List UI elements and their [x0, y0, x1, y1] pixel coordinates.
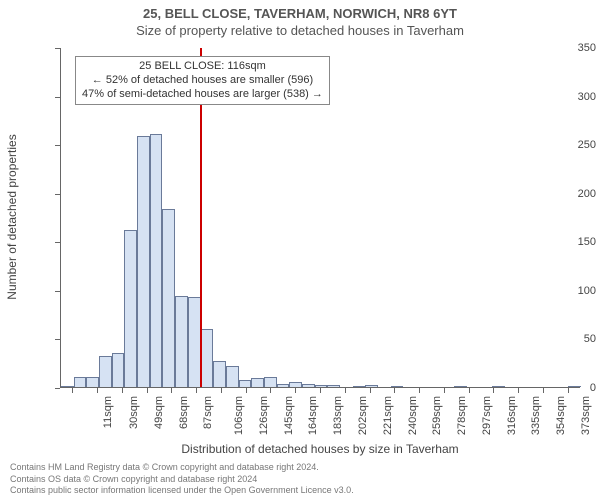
- annotation-line: ← 52% of detached houses are smaller (59…: [82, 74, 323, 88]
- x-tick-label: 49sqm: [153, 396, 165, 429]
- histogram-bar: [213, 361, 226, 387]
- histogram-bar: [137, 136, 150, 387]
- x-tick-mark: [370, 388, 371, 393]
- x-tick-mark: [196, 388, 197, 393]
- histogram-bar: [201, 329, 214, 387]
- x-axis-label: Distribution of detached houses by size …: [60, 442, 580, 456]
- x-tick-label: 335sqm: [530, 396, 542, 435]
- footer-line: Contains HM Land Registry data © Crown c…: [10, 462, 354, 473]
- y-tick-label: 100: [540, 285, 596, 297]
- histogram-bar: [391, 386, 404, 387]
- x-tick-mark: [419, 388, 420, 393]
- histogram-bar: [327, 385, 340, 387]
- y-tick-label: 250: [540, 139, 596, 151]
- x-tick-mark: [147, 388, 148, 393]
- histogram-bar: [492, 386, 505, 387]
- x-tick-mark: [270, 388, 271, 393]
- histogram-bar: [61, 386, 74, 387]
- y-axis-label: Number of detached properties: [5, 127, 19, 307]
- x-tick-label: 316sqm: [506, 396, 518, 435]
- chart-container: 25, BELL CLOSE, TAVERHAM, NORWICH, NR8 6…: [0, 0, 600, 500]
- histogram-bar: [251, 378, 264, 387]
- y-tick-label: 300: [540, 91, 596, 103]
- x-tick-mark: [493, 388, 494, 393]
- histogram-bar: [150, 134, 163, 387]
- x-tick-label: 126sqm: [258, 396, 270, 435]
- histogram-bar: [99, 356, 112, 387]
- y-tick-label: 200: [540, 188, 596, 200]
- histogram-bar: [277, 384, 290, 387]
- histogram-bar: [86, 377, 99, 387]
- x-tick-label: 278sqm: [456, 396, 468, 435]
- y-tick-mark: [55, 242, 60, 243]
- histogram-bar: [74, 377, 87, 387]
- x-tick-label: 354sqm: [555, 396, 567, 435]
- x-tick-mark: [345, 388, 346, 393]
- x-tick-label: 373sqm: [580, 396, 592, 435]
- histogram-bar: [315, 385, 328, 387]
- histogram-bar: [454, 386, 467, 387]
- y-tick-label: 150: [540, 236, 596, 248]
- footer-line: Contains public sector information licen…: [10, 485, 354, 496]
- x-tick-mark: [295, 388, 296, 393]
- x-tick-mark: [171, 388, 172, 393]
- x-tick-label: 145sqm: [283, 396, 295, 435]
- x-tick-label: 297sqm: [481, 396, 493, 435]
- x-tick-label: 164sqm: [308, 396, 320, 435]
- histogram-bar: [124, 230, 137, 387]
- x-tick-label: 11sqm: [103, 396, 115, 428]
- y-tick-mark: [55, 48, 60, 49]
- chart-title-line1: 25, BELL CLOSE, TAVERHAM, NORWICH, NR8 6…: [0, 0, 600, 21]
- y-tick-label: 50: [540, 333, 596, 345]
- x-tick-label: 221sqm: [382, 396, 394, 435]
- y-tick-mark: [55, 339, 60, 340]
- x-tick-mark: [469, 388, 470, 393]
- y-tick-mark: [55, 388, 60, 389]
- histogram-bar: [239, 380, 252, 387]
- y-tick-mark: [55, 291, 60, 292]
- x-tick-label: 259sqm: [431, 396, 443, 435]
- x-tick-mark: [444, 388, 445, 393]
- histogram-bar: [226, 366, 239, 387]
- histogram-bar: [365, 385, 378, 387]
- histogram-bar: [188, 297, 201, 387]
- annotation-line: 25 BELL CLOSE: 116sqm: [82, 60, 323, 74]
- x-tick-mark: [568, 388, 569, 393]
- x-tick-mark: [122, 388, 123, 393]
- y-tick-mark: [55, 145, 60, 146]
- histogram-bar: [162, 209, 175, 387]
- y-tick-mark: [55, 194, 60, 195]
- x-tick-mark: [518, 388, 519, 393]
- histogram-bar: [353, 386, 366, 387]
- footer-line: Contains OS data © Crown copyright and d…: [10, 474, 354, 485]
- x-tick-label: 202sqm: [357, 396, 369, 435]
- x-tick-mark: [246, 388, 247, 393]
- x-tick-mark: [394, 388, 395, 393]
- x-tick-mark: [221, 388, 222, 393]
- x-tick-label: 68sqm: [178, 396, 190, 429]
- x-tick-mark: [320, 388, 321, 393]
- x-tick-label: 183sqm: [332, 396, 344, 435]
- histogram-bar: [175, 296, 188, 387]
- annotation-box: 25 BELL CLOSE: 116sqm ← 52% of detached …: [75, 56, 330, 105]
- x-tick-label: 106sqm: [233, 396, 245, 435]
- x-tick-mark: [72, 388, 73, 393]
- histogram-bar: [289, 382, 302, 387]
- x-tick-mark: [543, 388, 544, 393]
- histogram-bar: [264, 377, 277, 387]
- x-tick-mark: [97, 388, 98, 393]
- y-tick-mark: [55, 97, 60, 98]
- x-tick-label: 240sqm: [407, 396, 419, 435]
- footer-attribution: Contains HM Land Registry data © Crown c…: [10, 462, 354, 496]
- y-tick-label: 350: [540, 42, 596, 54]
- chart-title-line2: Size of property relative to detached ho…: [0, 21, 600, 38]
- annotation-line: 47% of semi-detached houses are larger (…: [82, 88, 323, 102]
- x-tick-label: 87sqm: [202, 396, 214, 429]
- histogram-bar: [302, 384, 315, 387]
- x-tick-label: 30sqm: [128, 396, 140, 429]
- histogram-bar: [112, 353, 125, 387]
